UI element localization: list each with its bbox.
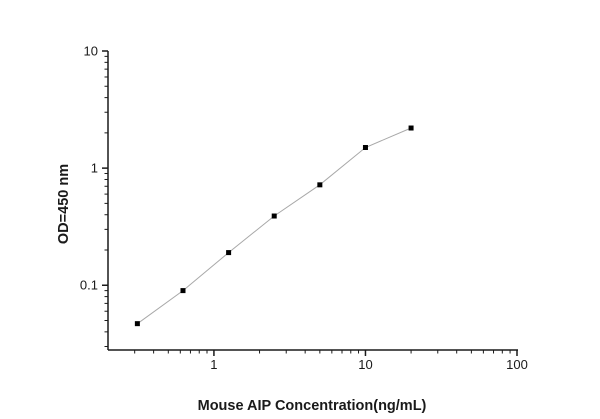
x-axis-title: Mouse AIP Concentration(ng/mL) <box>198 398 427 414</box>
curve-line <box>137 127 412 325</box>
y-tick-label: 0.1 <box>80 278 98 293</box>
data-point-marker <box>362 144 368 150</box>
data-point-marker <box>226 250 232 256</box>
x-tick-label: 1 <box>210 357 217 372</box>
data-series <box>134 125 414 327</box>
x-tick-label: 10 <box>358 357 372 372</box>
x-tick-label: 100 <box>506 357 528 372</box>
data-point-marker <box>180 288 186 294</box>
data-point-marker <box>408 125 414 131</box>
data-point-marker <box>271 213 277 219</box>
axes: 1 10 100 0.1 1 10 <box>80 44 528 373</box>
y-tick-label: 10 <box>84 44 98 59</box>
data-point-marker <box>134 321 140 327</box>
data-point-marker <box>317 182 323 188</box>
y-axis-title: OD=450 nm <box>56 164 72 244</box>
y-tick-label: 1 <box>91 161 98 176</box>
